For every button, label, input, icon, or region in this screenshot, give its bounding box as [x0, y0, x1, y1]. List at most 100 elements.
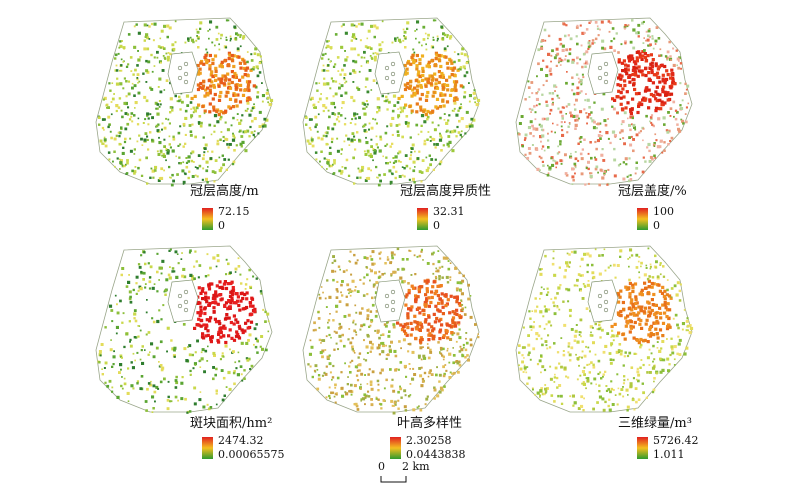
map-pixel: [127, 367, 130, 370]
map-pixel: [629, 320, 633, 324]
map-pixel: [391, 378, 394, 381]
map-pixel: [379, 47, 383, 51]
map-pixel: [377, 383, 380, 386]
map-pixel: [620, 61, 624, 65]
map-pixel: [659, 273, 662, 276]
map-pixel: [393, 253, 396, 256]
map-pixel: [412, 160, 416, 164]
map-pixel: [228, 86, 233, 90]
map-pixel: [390, 261, 393, 263]
map-pixel: [554, 90, 556, 92]
map-pixel: [661, 77, 665, 81]
map-pixel: [366, 90, 370, 94]
map-pixel: [665, 308, 670, 312]
map-pixel: [429, 135, 432, 139]
map-pixel: [101, 118, 105, 121]
map-pixel: [648, 364, 651, 366]
map-pixel: [614, 394, 617, 396]
map-pixel: [617, 76, 621, 80]
map-pixel: [385, 95, 388, 99]
map-pixel: [431, 121, 434, 124]
map-pixel: [259, 55, 262, 58]
map-pixel: [110, 136, 113, 140]
map-pixel: [347, 289, 349, 291]
map-pixel: [133, 153, 136, 155]
map-pixel: [336, 392, 338, 394]
map-pixel: [145, 409, 148, 412]
map-pixel: [215, 403, 218, 406]
map-pixel: [372, 159, 374, 162]
map-pixel: [545, 74, 549, 78]
map-pixel: [536, 75, 538, 78]
map-pixel: [125, 172, 129, 175]
map-pixel: [609, 390, 612, 394]
map-pixel: [191, 353, 194, 357]
map-pixel: [646, 54, 650, 58]
map-pixel: [639, 343, 643, 347]
map-pixel: [619, 255, 622, 258]
map-pixel: [673, 284, 677, 288]
map-pixel: [607, 118, 609, 120]
map-pixel: [169, 176, 171, 179]
map-pixel: [635, 59, 639, 63]
map-pixel: [441, 83, 445, 87]
map-pixel: [531, 310, 534, 312]
map-pixel: [541, 93, 544, 96]
map-pixel: [168, 249, 171, 252]
map-pixel: [411, 286, 416, 290]
map-pixel: [465, 110, 469, 114]
map-pixel: [436, 394, 440, 398]
map-pixel: [209, 28, 211, 31]
map-pixel: [594, 158, 598, 161]
map-pixel: [376, 106, 380, 109]
map-pixel: [578, 91, 582, 94]
map-pixel: [243, 292, 247, 297]
map-pixel: [594, 37, 598, 41]
map-pixel: [446, 66, 450, 70]
map-pixel: [238, 78, 242, 82]
map-pixel: [455, 297, 459, 301]
map-pixel: [221, 111, 226, 115]
map-pixel: [432, 168, 435, 171]
map-pixel: [330, 77, 333, 80]
map-pixel: [216, 338, 220, 343]
map-pixel: [248, 301, 253, 305]
map-pixel: [228, 97, 233, 101]
map-pixel: [444, 294, 448, 298]
map-pixel: [552, 250, 555, 253]
map-pixel: [441, 75, 445, 79]
panel-title: 三维绿量/m³: [618, 416, 692, 431]
map-pixel: [143, 95, 147, 99]
map-pixel: [406, 27, 409, 30]
map-pixel: [98, 361, 101, 364]
map-pixel: [404, 367, 406, 369]
map-pixel: [568, 353, 572, 357]
map-pixel: [137, 31, 141, 35]
map-pixel: [567, 345, 570, 348]
map-pixel: [383, 323, 387, 326]
map-pixel: [205, 318, 209, 322]
map-pixel: [455, 97, 459, 101]
map-pixel: [654, 303, 658, 307]
map-pixel: [649, 331, 653, 335]
map-pixel: [426, 109, 430, 114]
map-pixel: [196, 300, 200, 305]
map-pixel: [565, 174, 569, 177]
map-pixel: [627, 117, 629, 120]
map-pixel: [659, 264, 662, 266]
map-pixel: [629, 40, 633, 44]
map-pixel: [144, 262, 147, 266]
map-pixel: [267, 320, 270, 323]
map-pixel: [249, 68, 253, 72]
map-pixel: [427, 304, 431, 308]
map-pixel: [418, 254, 422, 258]
map-pixel: [208, 123, 212, 127]
map-pixel: [366, 46, 369, 49]
map-pixel: [115, 82, 120, 86]
map-pixel: [608, 30, 611, 33]
map-pixel: [657, 37, 661, 40]
map-pixel: [127, 33, 131, 36]
map-pixel: [157, 123, 160, 126]
map-pixel: [541, 39, 545, 42]
map-pixel: [203, 112, 206, 115]
